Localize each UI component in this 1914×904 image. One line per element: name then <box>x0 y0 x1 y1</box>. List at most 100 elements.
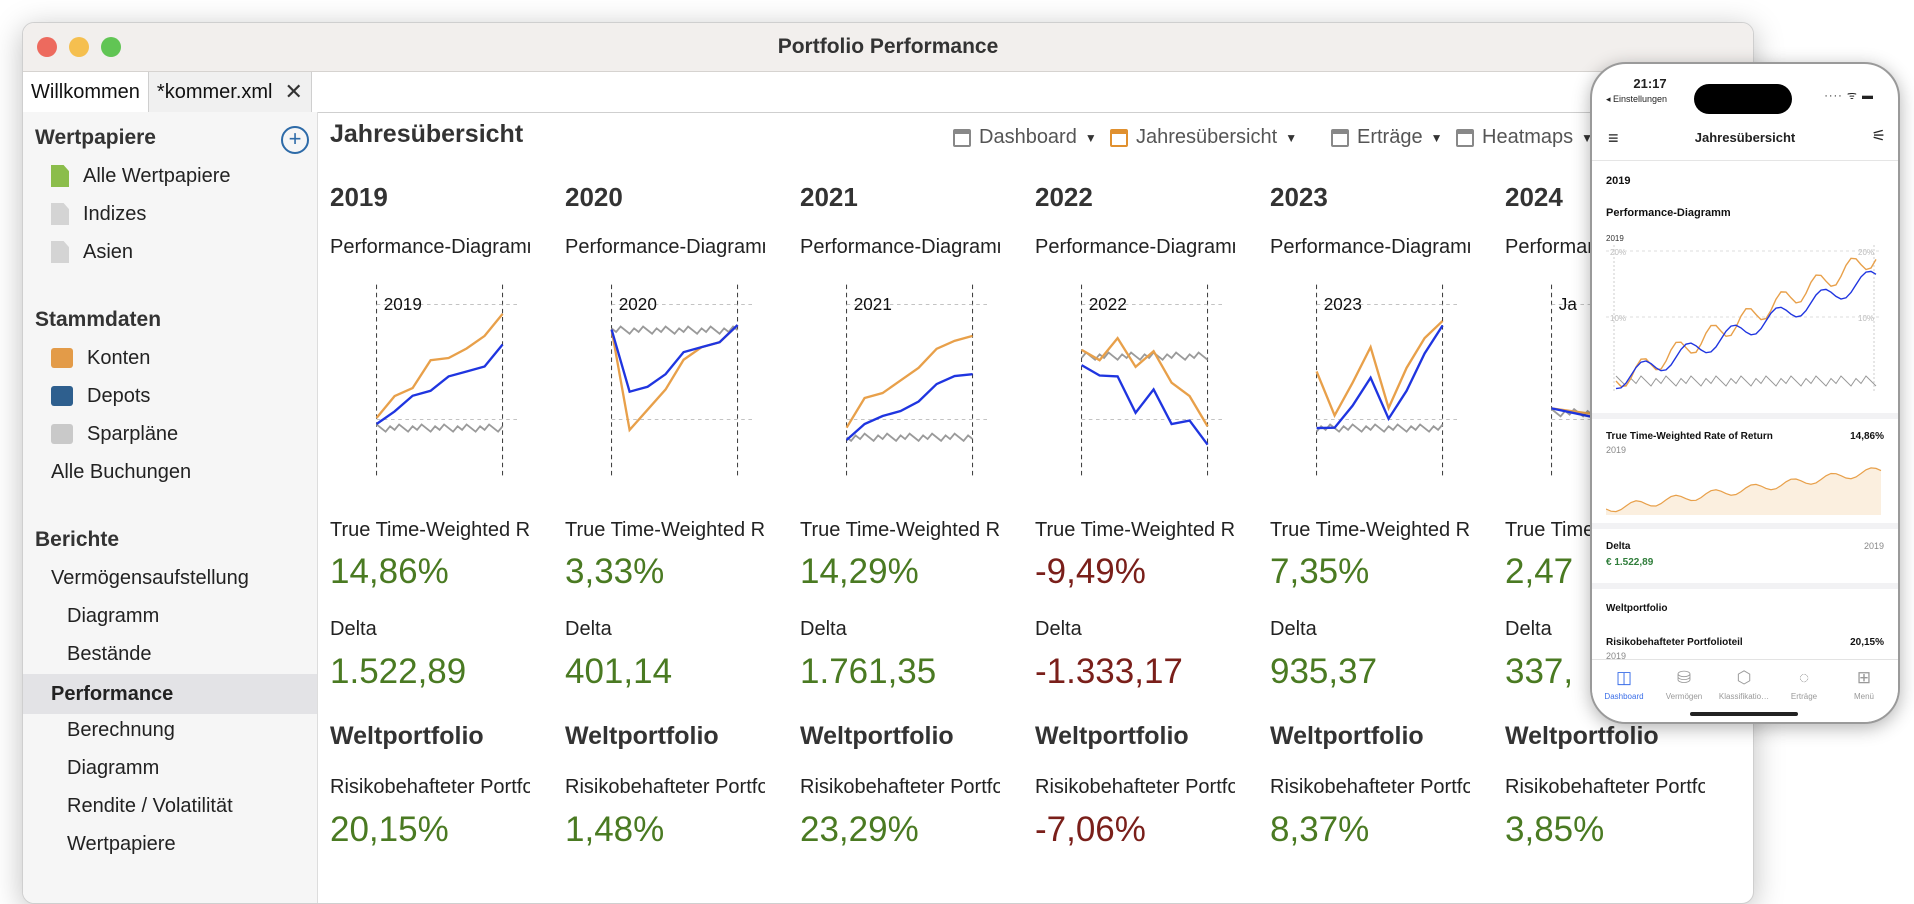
sidebar-item-rendite-volatilitaet[interactable]: Rendite / Volatilität <box>67 795 233 817</box>
tab-ertraege[interactable]: ◌ Erträge <box>1774 668 1834 701</box>
sidebar-item-diagramm[interactable]: Diagramm <box>67 605 160 627</box>
sidebar-item-wertpapiere[interactable]: Wertpapiere <box>67 833 176 855</box>
sidebar-item-diagramm-2[interactable]: Diagramm <box>67 757 160 779</box>
year-heading: 2020 <box>565 182 623 212</box>
dashboard-icon <box>1456 128 1474 147</box>
nav-dashboard[interactable]: Dashboard ▼ <box>953 126 1097 149</box>
ttwror-value: 3,33% <box>565 552 665 591</box>
risk-label: Risikobehafteter Portfolioteil <box>1606 637 1743 648</box>
add-icon[interactable]: + <box>281 126 309 154</box>
sidebar-item-asien[interactable]: Asien <box>51 238 133 266</box>
sidebar-item-label: Asien <box>83 241 134 263</box>
zoom-window-button[interactable] <box>101 37 121 57</box>
chart-year-label: Ja <box>1559 295 1578 314</box>
tab-label: Willkommen <box>31 80 140 103</box>
chart-label: Performance-Diagramm <box>800 236 1000 258</box>
filter-settings-icon[interactable]: ⚟ <box>1871 128 1886 145</box>
tab-menu[interactable]: ⊞ Menü <box>1834 668 1894 701</box>
phone-content: 2019 Performance-Diagramm 2019 20% 20% 1… <box>1592 161 1898 669</box>
year-heading: 2019 <box>330 182 388 212</box>
chart-title: Performance-Diagramm <box>1606 207 1731 219</box>
home-indicator <box>1690 712 1798 716</box>
axis-label: 20% <box>1858 248 1874 257</box>
year-heading: 2022 <box>1035 182 1093 212</box>
risk-value: 1,48% <box>565 810 665 849</box>
wallet-icon: ⛁ <box>1676 668 1692 687</box>
ttwror-label: True Time-Weighted Rate of Return <box>1035 519 1235 541</box>
delta-label: Delta <box>330 618 377 640</box>
tab-vermoegen[interactable]: ⛁ Vermögen <box>1654 668 1714 701</box>
phone-title: Jahresübersicht <box>1694 130 1796 145</box>
hamburger-menu-icon[interactable]: ≡ <box>1608 128 1619 148</box>
nav-label: Jahresübersicht <box>1136 126 1278 148</box>
year-heading: 2019 <box>1606 175 1631 187</box>
sidebar-item-alle-wertpapiere[interactable]: Alle Wertpapiere <box>51 162 230 190</box>
sidebar-item-label: Konten <box>87 347 151 369</box>
delta-label: Delta <box>1270 618 1317 640</box>
sidebar-item-performance[interactable]: Performance <box>23 674 317 714</box>
tab-klassifikation[interactable]: ⬡ Klassifikatio… <box>1714 668 1774 701</box>
section-heading-berichte: Berichte <box>35 528 120 551</box>
axis-label: 10% <box>1610 314 1626 323</box>
chart-year-label: 2019 <box>384 295 422 314</box>
delta-label: Delta <box>1505 618 1552 640</box>
coins-icon: ◌ <box>1798 668 1810 687</box>
ttwror-value: 14,86% <box>1850 431 1884 442</box>
sidebar-item-label: Sparpläne <box>87 423 179 445</box>
risk-value: 23,29% <box>800 810 919 849</box>
close-icon[interactable]: ✕ <box>284 79 303 104</box>
ttwror-label: True Time-Weighted Rate of Return <box>565 519 765 541</box>
signal-wifi-battery-icon: ···· ᯤ ▬ <box>1824 90 1874 102</box>
dynamic-island <box>1694 84 1792 114</box>
risk-label: Risikobehafteter Portfolioteil <box>1270 776 1470 798</box>
sidebar-item-alle-buchungen[interactable]: Alle Buchungen <box>51 461 192 483</box>
chart-year-label: 2021 <box>854 295 892 314</box>
delta-value: 337, <box>1505 652 1574 691</box>
sidebar-item-sparplaene[interactable]: Sparpläne <box>51 420 178 448</box>
nav-ertraege[interactable]: Erträge ▼ <box>1331 126 1442 149</box>
risk-value: -7,06% <box>1035 810 1146 849</box>
nav-label: Erträge <box>1357 126 1423 148</box>
performance-chart: 2023 <box>1315 284 1457 476</box>
sidebar-item-berechnung[interactable]: Berechnung <box>67 719 175 741</box>
minimize-window-button[interactable] <box>69 37 89 57</box>
dashboard-icon <box>1110 128 1128 147</box>
risk-value: 8,37% <box>1270 810 1370 849</box>
group-heading: Weltportfolio <box>330 722 484 750</box>
delta-value: € 1.522,89 <box>1606 557 1654 568</box>
sidebar-item-bestaende[interactable]: Bestände <box>67 643 152 665</box>
sidebar-item-vermoegensaufstellung[interactable]: Vermögensaufstellung <box>51 567 249 589</box>
back-link[interactable]: ◂ Einstellungen <box>1606 94 1668 104</box>
close-window-button[interactable] <box>37 37 57 57</box>
tab-kommer-xml[interactable]: *kommer.xml ✕ <box>148 72 312 112</box>
risk-value: 20,15% <box>330 810 449 849</box>
nav-jahresuebersicht[interactable]: Jahresübersicht ▼ <box>1110 126 1297 149</box>
tab-willkommen[interactable]: Willkommen <box>23 72 149 112</box>
tab-label: Erträge <box>1790 692 1818 701</box>
year-heading: 2024 <box>1505 182 1563 212</box>
chart-year-label: 2022 <box>1089 295 1127 314</box>
nav-heatmaps[interactable]: Heatmaps ▼ <box>1456 126 1593 149</box>
ttwror-value: 7,35% <box>1270 552 1370 591</box>
phone-header: ≡ Jahresübersicht ⚟ <box>1592 116 1898 161</box>
chart-label: Performance-Diagramm <box>330 236 530 258</box>
delta-value: 935,37 <box>1270 652 1378 691</box>
year-heading: 2021 <box>800 182 858 212</box>
axis-label: 10% <box>1858 314 1874 323</box>
risk-label: Risikobehafteter Portfolioteil <box>1505 776 1705 798</box>
phone-tab-bar: ◫ Dashboard ⛁ Vermögen ⬡ Klassifikatio… ◌ Er… <box>1592 659 1898 722</box>
group-heading: Weltportfolio <box>565 722 719 750</box>
section-heading-stammdaten: Stammdaten <box>35 308 162 331</box>
sidebar-item-konten[interactable]: Konten <box>51 344 150 372</box>
group-heading: Weltportfolio <box>1606 603 1668 614</box>
sidebar-item-depots[interactable]: Depots <box>51 382 150 410</box>
delta-year: 2019 <box>1863 541 1884 551</box>
document-icon <box>51 241 69 263</box>
risk-value: 3,85% <box>1505 810 1605 849</box>
year-column-2021: 2021 Performance-Diagramm 2021 True Time-We… <box>800 112 1000 903</box>
sidebar-item-label: Indizes <box>83 203 147 225</box>
chart-year-label: 2020 <box>619 295 657 314</box>
tab-dashboard[interactable]: ◫ Dashboard <box>1594 668 1654 701</box>
chevron-down-icon: ▼ <box>1581 130 1594 145</box>
sidebar-item-indizes[interactable]: Indizes <box>51 200 146 228</box>
